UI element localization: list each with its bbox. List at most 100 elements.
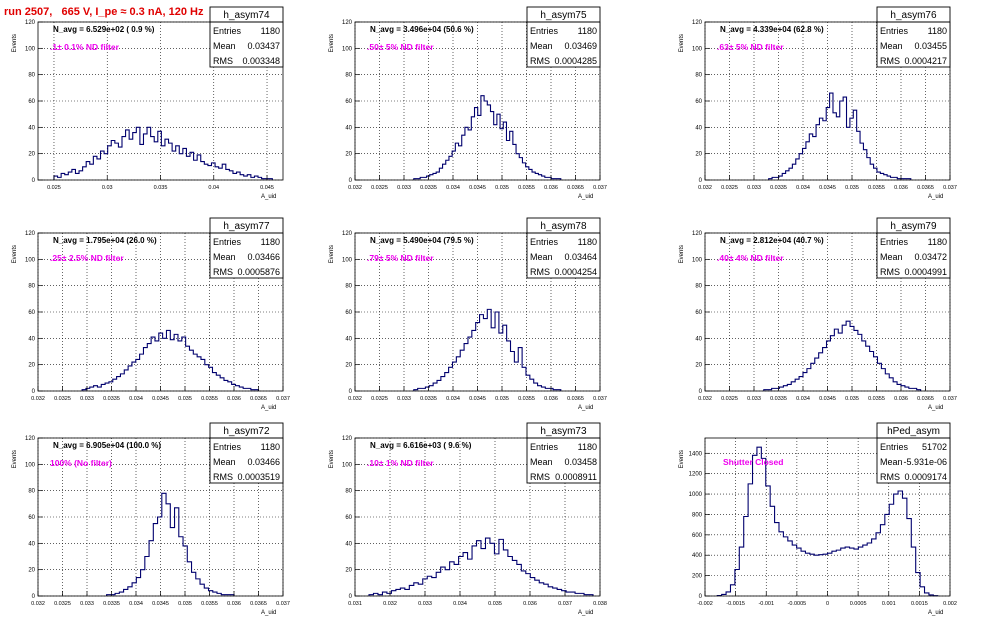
x-tick-label: 0.0345 — [819, 396, 836, 402]
x-tick-label: 0.0325 — [54, 396, 71, 402]
histogram-series — [106, 492, 235, 596]
stats-value: 1180 — [928, 26, 947, 36]
x-tick-label: 0.037 — [593, 185, 607, 191]
x-tick-label: 0.036 — [227, 601, 241, 607]
x-tick-label: 0.0325 — [721, 185, 738, 191]
x-axis-label: A_uid — [578, 405, 593, 411]
stats-value: 0.0009174 — [904, 472, 947, 482]
x-tick-label: 0.0335 — [770, 185, 787, 191]
x-tick-label: 0.036 — [227, 396, 241, 402]
y-tick-label: 120 — [692, 20, 703, 26]
x-tick-label: 0.038 — [593, 601, 607, 607]
y-tick-label: 1000 — [689, 492, 703, 498]
histogram-series — [53, 126, 273, 180]
stats-value: 0.0004991 — [904, 267, 947, 277]
stats-key: RMS — [880, 56, 900, 66]
x-tick-label: 0.0345 — [152, 601, 169, 607]
x-tick-label: 0.0335 — [420, 185, 437, 191]
x-tick-label: 0.034 — [446, 185, 460, 191]
x-tick-label: 0.034 — [796, 396, 810, 402]
y-tick-label: 100 — [342, 257, 353, 263]
x-axis-label: A_uid — [928, 194, 943, 200]
y-tick-label: 1400 — [689, 451, 703, 457]
y-axis-label: Events — [12, 34, 18, 52]
x-tick-label: 0.035 — [488, 601, 502, 607]
x-tick-label: 0.0365 — [567, 396, 584, 402]
histogram-name: hPed_asym — [887, 426, 940, 437]
x-tick-label: 0.03 — [102, 185, 113, 191]
y-tick-label: 40 — [345, 541, 352, 547]
x-tick-label: 0.033 — [747, 396, 761, 402]
navg-label: N_avg = 5.490e+04 (79.5 %) — [370, 236, 474, 245]
x-tick-label: 0.036 — [894, 185, 908, 191]
stats-key: Mean — [530, 41, 553, 51]
filter-annotation: Shutter Closed — [723, 457, 783, 467]
histogram-name: h_asym79 — [890, 221, 937, 232]
x-tick-label: 0.0355 — [868, 396, 885, 402]
x-tick-label: 0.04 — [208, 185, 219, 191]
x-tick-label: 0.032 — [31, 601, 45, 607]
x-tick-label: 0.0325 — [371, 185, 388, 191]
y-tick-label: 60 — [28, 99, 35, 105]
x-tick-label: 0.037 — [943, 185, 957, 191]
x-tick-label: 0.035 — [495, 396, 509, 402]
y-tick-label: 60 — [695, 310, 702, 316]
y-tick-label: 120 — [692, 231, 703, 237]
x-tick-label: 0.033 — [418, 601, 432, 607]
stats-value: 0.0004217 — [904, 56, 947, 66]
x-axis-label: A_uid — [261, 194, 276, 200]
y-tick-label: 0 — [349, 389, 353, 395]
stats-key: Entries — [213, 442, 242, 452]
y-tick-label: 0 — [32, 594, 36, 600]
x-tick-label: 0.0365 — [567, 185, 584, 191]
y-tick-label: 20 — [28, 152, 35, 158]
stats-box — [526, 6, 601, 68]
y-tick-label: 0 — [32, 178, 36, 184]
x-tick-label: 0.0355 — [868, 185, 885, 191]
x-tick-label: 0.032 — [31, 396, 45, 402]
stats-box — [526, 217, 601, 279]
x-tick-label: 0.045 — [260, 185, 274, 191]
histogram-name: h_asym75 — [540, 10, 587, 21]
y-tick-label: 40 — [28, 541, 35, 547]
stats-key: Entries — [530, 26, 559, 36]
y-tick-label: 600 — [692, 533, 703, 539]
x-tick-label: 0.035 — [495, 185, 509, 191]
y-tick-label: 400 — [692, 553, 703, 559]
y-tick-label: 20 — [345, 152, 352, 158]
x-tick-label: 0.035 — [178, 396, 192, 402]
y-tick-label: 800 — [692, 512, 703, 518]
x-axis-label: A_uid — [928, 610, 943, 616]
y-tick-label: 60 — [345, 99, 352, 105]
y-axis-label: Events — [12, 450, 18, 468]
stats-key: RMS — [530, 267, 550, 277]
stats-value: -5.931e-06 — [903, 457, 947, 467]
x-tick-label: 0.0335 — [103, 396, 120, 402]
stats-value: 0.0004254 — [554, 267, 597, 277]
filter-annotation: .63± 5% ND filter — [717, 42, 784, 52]
histogram-panel-h_asym73: 0 20 40 60 80 100 120 0.031 0.032 0.033 0.034 0.035… — [329, 422, 607, 616]
y-tick-label: 80 — [695, 73, 702, 79]
y-tick-label: 100 — [342, 46, 353, 52]
filter-annotation: .1± 0.1% ND filter — [50, 42, 120, 52]
y-tick-label: 20 — [695, 363, 702, 369]
stats-value: 1180 — [578, 237, 597, 247]
y-tick-label: 40 — [345, 125, 352, 131]
y-tick-label: 100 — [692, 46, 703, 52]
y-tick-label: 100 — [25, 462, 36, 468]
x-tick-label: 0.034 — [129, 396, 143, 402]
stats-value: 0.03437 — [247, 41, 280, 51]
x-tick-label: -0.0015 — [726, 601, 745, 607]
y-tick-label: 120 — [342, 436, 353, 442]
y-axis-label: Events — [679, 245, 685, 263]
stats-box — [876, 217, 951, 279]
y-tick-label: 60 — [345, 310, 352, 316]
x-tick-label: 0.0365 — [917, 396, 934, 402]
y-axis-label: Events — [329, 245, 335, 263]
stats-value: 1180 — [261, 26, 280, 36]
y-tick-label: 60 — [28, 515, 35, 521]
x-tick-label: 0.037 — [276, 396, 290, 402]
y-tick-label: 0 — [32, 389, 36, 395]
stats-value: 0.03466 — [247, 457, 280, 467]
